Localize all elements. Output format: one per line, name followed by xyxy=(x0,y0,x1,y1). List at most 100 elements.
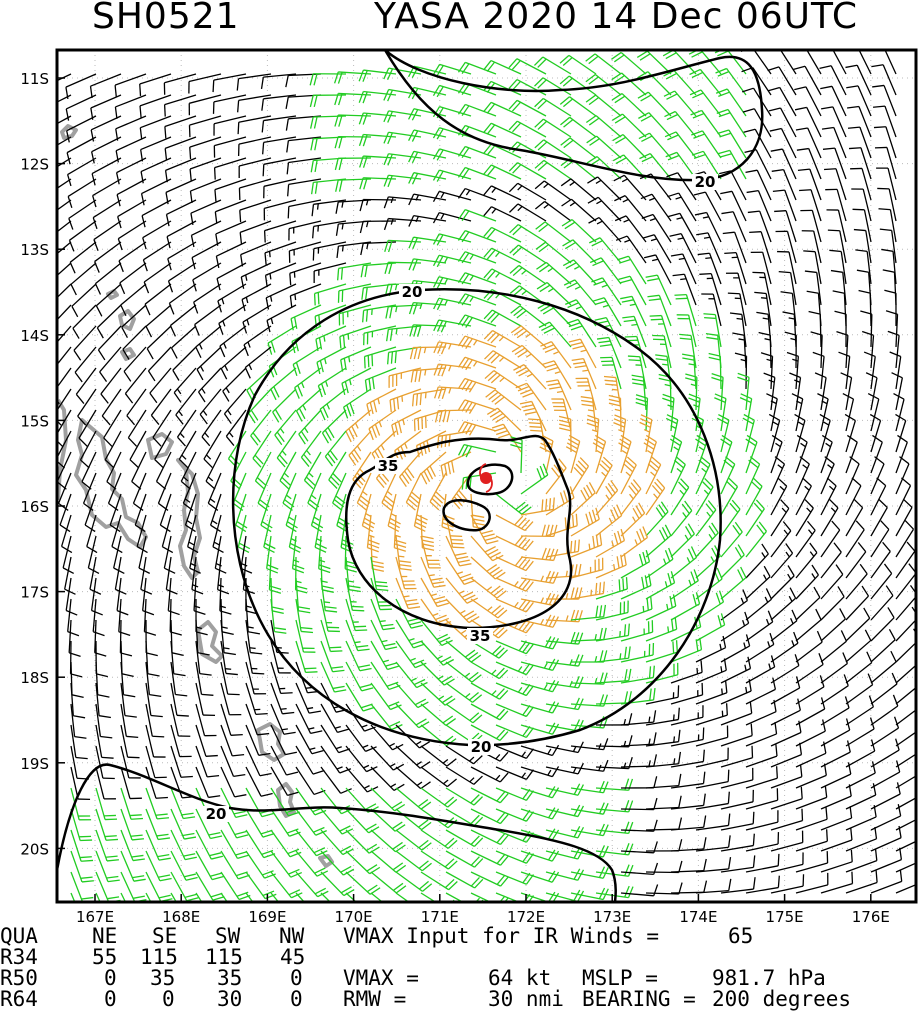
wind-barb xyxy=(97,325,122,361)
wind-barb xyxy=(565,434,581,474)
wind-barb xyxy=(645,617,678,642)
wind-barb xyxy=(295,724,324,755)
wind-barb xyxy=(154,430,172,469)
wind-barb xyxy=(720,634,751,663)
wind-barb xyxy=(114,556,127,595)
wind-barb xyxy=(432,254,472,268)
wind-barb xyxy=(310,493,324,533)
wind-barb xyxy=(363,325,397,346)
wind-barb xyxy=(613,174,647,201)
wind-barb xyxy=(641,213,672,243)
wind-barb xyxy=(250,409,272,446)
wind-barb xyxy=(145,661,162,697)
wind-barb xyxy=(120,745,141,779)
wind-barb xyxy=(508,182,547,201)
wind-barb xyxy=(345,745,378,773)
wind-barb xyxy=(720,789,754,810)
wind-barb xyxy=(364,367,397,393)
wind-barb xyxy=(429,472,447,511)
wind-barb xyxy=(895,477,912,516)
island-coastlines xyxy=(57,124,334,868)
wind-barb xyxy=(121,304,147,338)
wind-barb xyxy=(270,829,302,858)
wind-barb xyxy=(770,852,804,873)
wind-barb xyxy=(870,628,896,663)
wind-barb xyxy=(509,223,547,243)
r64-ne: 0 xyxy=(104,987,117,1011)
wind-barb xyxy=(851,188,872,222)
wind-barb xyxy=(697,252,722,285)
wind-barb xyxy=(795,763,827,789)
wind-barb xyxy=(820,520,841,558)
wind-barb xyxy=(591,277,622,306)
wind-barb xyxy=(670,569,699,600)
wind-barb xyxy=(778,270,797,306)
wind-barb xyxy=(320,556,334,593)
wind-barb xyxy=(107,472,122,511)
wind-barb xyxy=(495,493,532,515)
wind-barb xyxy=(270,640,291,674)
wind-barb xyxy=(895,584,916,621)
wind-barb xyxy=(420,871,458,891)
r50-sw: 35 xyxy=(217,966,243,990)
wind-barb xyxy=(312,220,347,239)
wind-barb xyxy=(445,556,476,585)
wind-barb xyxy=(445,808,484,827)
wind-barb xyxy=(362,304,397,323)
wind-barb xyxy=(845,607,871,642)
wind-barb xyxy=(827,229,847,264)
wind-barb xyxy=(508,58,547,75)
island-outline xyxy=(276,782,296,818)
wind-barb xyxy=(240,535,253,574)
wind-barb xyxy=(645,501,669,537)
wind-barb xyxy=(895,753,916,768)
wind-barb xyxy=(70,766,91,801)
wind-speed-contours xyxy=(57,50,764,902)
wind-barb xyxy=(345,661,374,692)
r64-nw: 0 xyxy=(290,987,303,1011)
wind-barb xyxy=(782,311,797,348)
wind-barb xyxy=(520,463,549,495)
wind-barb xyxy=(560,137,597,159)
wind-barb xyxy=(72,304,97,339)
wind-barb xyxy=(254,451,272,490)
wind-barb xyxy=(95,283,122,317)
wind-barb xyxy=(245,619,263,655)
wind-barb xyxy=(643,434,657,474)
wind-barb xyxy=(483,247,522,264)
wind-barb xyxy=(538,321,572,348)
wind-barb xyxy=(389,388,422,412)
wind-barb xyxy=(845,673,874,705)
wind-barb xyxy=(145,892,152,902)
wind-barb xyxy=(60,514,73,554)
wind-barb xyxy=(90,115,122,142)
wind-barb xyxy=(408,108,447,121)
wind-barb-field xyxy=(57,50,916,902)
wind-barb xyxy=(120,829,145,862)
wind-barb xyxy=(870,434,883,474)
wind-barb xyxy=(286,136,322,153)
wind-barb xyxy=(470,682,509,700)
wind-barb xyxy=(669,233,697,264)
wind-barb xyxy=(520,547,559,562)
wind-barb xyxy=(745,610,774,642)
wind-barb xyxy=(645,547,674,579)
wind-barb xyxy=(486,407,522,432)
wind-barb xyxy=(311,199,347,217)
wind-barb xyxy=(870,520,890,558)
wind-barb xyxy=(337,283,372,303)
wind-barb xyxy=(719,170,747,201)
wind-barb xyxy=(520,658,560,671)
wind-barb xyxy=(59,493,72,533)
wind-barb xyxy=(457,103,497,117)
wind-barb xyxy=(618,434,632,474)
wind-barb xyxy=(70,703,87,739)
wind-barb xyxy=(145,682,163,718)
wind-barb xyxy=(165,556,178,595)
wind-barb xyxy=(754,291,772,327)
axis-ticks: 167E 168E 169E 170E 171E 172E 173E 174E 175E 176E… xyxy=(20,70,889,926)
wind-barb xyxy=(878,208,897,243)
wind-barb xyxy=(270,703,296,735)
wind-barb xyxy=(720,767,754,789)
wind-barb xyxy=(695,703,728,726)
